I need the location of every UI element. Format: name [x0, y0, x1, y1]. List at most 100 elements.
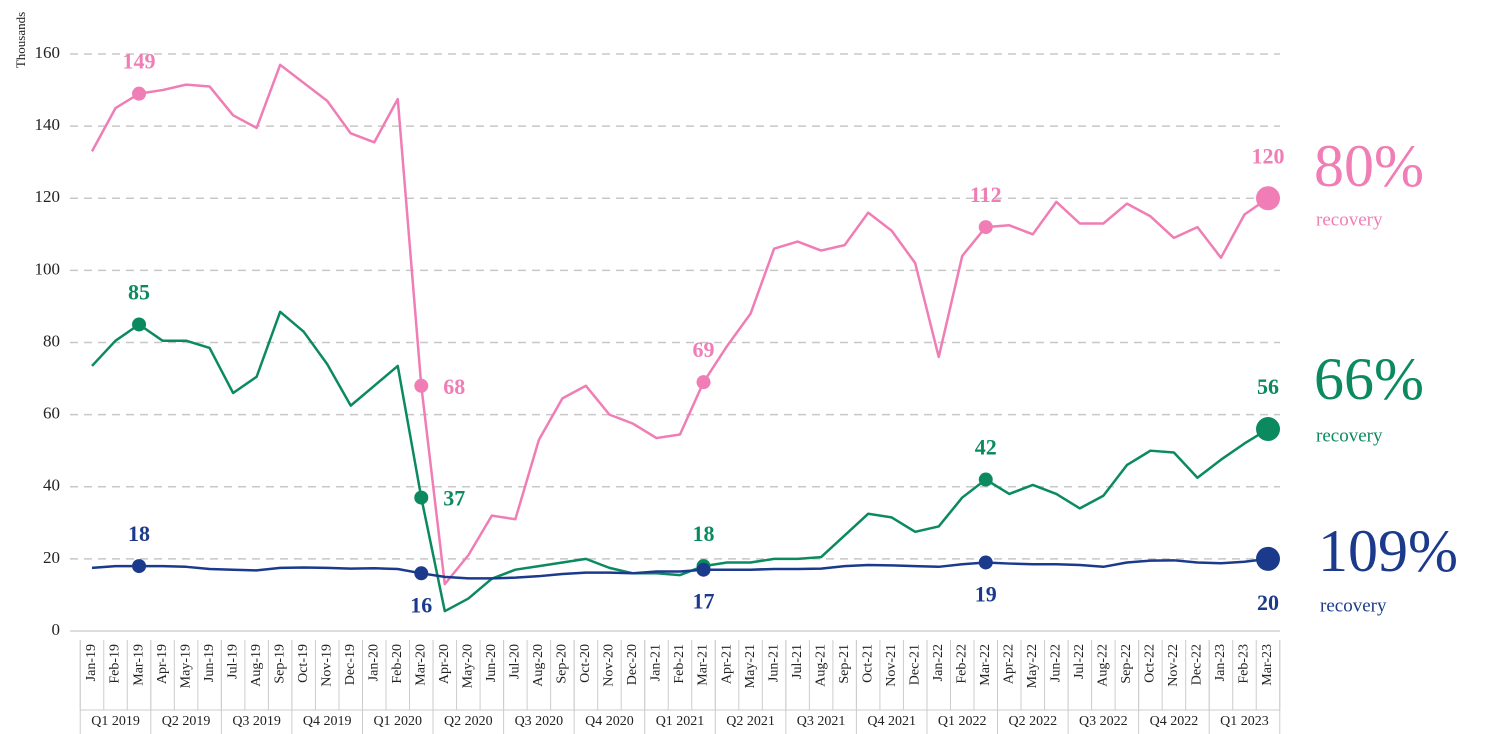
quarter-label: Q2 2022 — [1008, 714, 1057, 729]
x-tick-label: Jun-21 — [766, 644, 781, 682]
quarter-label: Q1 2022 — [938, 714, 987, 729]
data-label: 20 — [1257, 590, 1279, 615]
recovery-label: recovery — [1316, 209, 1383, 230]
x-tick-label: Feb-23 — [1237, 644, 1252, 684]
x-tick-label: Jun-19 — [202, 644, 217, 682]
data-label: 69 — [693, 337, 715, 362]
x-tick-label: Jul-22 — [1072, 644, 1087, 679]
x-tick-label: Dec-22 — [1190, 644, 1205, 685]
data-label: 112 — [970, 182, 1002, 207]
y-tick-label: 0 — [52, 620, 61, 639]
highlight-point — [978, 555, 993, 570]
data-label: 85 — [128, 280, 150, 305]
x-tick-label: Apr-21 — [719, 644, 734, 684]
x-tick-label: Sep-22 — [1119, 644, 1134, 684]
y-tick-label: 140 — [35, 115, 61, 134]
x-tick-label: Oct-22 — [1143, 644, 1158, 683]
quarter-label: Q2 2021 — [726, 714, 775, 729]
x-tick-label: Nov-20 — [602, 644, 617, 687]
highlight-point — [414, 490, 429, 505]
x-tick-label: May-20 — [461, 644, 476, 688]
x-tick-label: Dec-19 — [343, 644, 358, 685]
series-line — [90, 63, 1269, 586]
x-tick-label: May-21 — [743, 644, 758, 688]
x-tick-label: Oct-21 — [860, 644, 875, 683]
data-label: 120 — [1252, 143, 1285, 168]
y-tick-label: 100 — [35, 259, 61, 278]
y-tick-label: 20 — [43, 548, 60, 567]
x-tick-label: Mar-19 — [131, 644, 146, 686]
quarter-label: Q3 2022 — [1079, 714, 1128, 729]
recovery-value: 80% — [1314, 133, 1424, 199]
quarter-label: Q3 2019 — [232, 714, 281, 729]
highlight-point — [1256, 546, 1280, 571]
quarter-label: Q4 2022 — [1150, 714, 1199, 729]
x-tick-label: Jan-20 — [366, 644, 381, 681]
quarter-label: Q2 2020 — [444, 714, 493, 729]
x-tick-label: Jan-23 — [1213, 644, 1228, 681]
y-tick-label: 160 — [35, 43, 61, 62]
quarter-label: Q3 2020 — [515, 714, 564, 729]
x-tick-label: Jun-20 — [484, 644, 499, 682]
x-tick-label: Aug-22 — [1096, 644, 1111, 687]
y-tick-label: 120 — [35, 187, 61, 206]
y-tick-label: 80 — [43, 331, 60, 350]
data-label: 17 — [693, 589, 715, 614]
highlight-point — [696, 562, 711, 577]
data-label: 16 — [410, 592, 432, 617]
x-tick-label: May-19 — [178, 644, 193, 688]
x-tick-label: Feb-21 — [672, 644, 687, 684]
data-label: 56 — [1257, 374, 1279, 399]
quarter-label: Q3 2021 — [797, 714, 846, 729]
x-tick-label: Aug-19 — [249, 644, 264, 687]
x-tick-label: Feb-19 — [108, 644, 123, 684]
highlight-point — [696, 375, 711, 390]
x-tick-label: Sep-19 — [272, 644, 287, 684]
data-label: 42 — [975, 435, 997, 460]
series-line — [91, 310, 1269, 613]
x-tick-label: Dec-20 — [625, 644, 640, 685]
highlight-point — [132, 559, 147, 574]
data-label: 68 — [443, 374, 465, 399]
highlight-point — [1256, 417, 1280, 442]
recovery-label: recovery — [1320, 595, 1387, 616]
y-tick-label: 60 — [43, 404, 60, 423]
quarter-label: Q2 2019 — [162, 714, 211, 729]
x-tick-label: Mar-22 — [978, 644, 993, 686]
x-tick-label: Jan-22 — [931, 644, 946, 681]
x-tick-label: Feb-20 — [390, 644, 405, 684]
x-tick-label: Sep-20 — [555, 644, 570, 684]
highlight-point — [414, 566, 429, 581]
quarter-label: Q4 2021 — [867, 714, 916, 729]
quarter-label: Q1 2019 — [91, 714, 140, 729]
quarter-label: Q4 2020 — [585, 714, 634, 729]
x-tick-label: May-22 — [1025, 644, 1040, 688]
highlight-point — [414, 378, 429, 393]
data-label: 37 — [443, 486, 465, 511]
recovery-value: 109% — [1318, 518, 1458, 584]
quarter-label: Q1 2023 — [1220, 714, 1269, 729]
recovery-value: 66% — [1314, 346, 1424, 412]
data-label: 18 — [693, 521, 715, 546]
y-axis-label: Thousands — [13, 12, 28, 68]
series-line — [91, 557, 1269, 580]
quarter-label: Q4 2019 — [303, 714, 352, 729]
x-tick-label: Jan-21 — [649, 644, 664, 681]
x-tick-label: Apr-22 — [1001, 644, 1016, 684]
x-tick-label: Apr-19 — [155, 644, 170, 684]
x-tick-label: Oct-20 — [578, 644, 593, 683]
x-tick-label: Dec-21 — [907, 644, 922, 685]
highlight-point — [132, 86, 147, 101]
x-tick-label: Jul-19 — [225, 644, 240, 679]
x-tick-label: Mar-23 — [1260, 644, 1275, 686]
x-tick-label: Oct-19 — [296, 644, 311, 683]
x-tick-label: Apr-20 — [437, 644, 452, 684]
x-tick-label: Mar-21 — [696, 644, 711, 686]
x-tick-label: Jul-20 — [508, 644, 523, 679]
highlight-point — [978, 220, 993, 235]
highlight-point — [1256, 186, 1280, 211]
quarter-label: Q1 2020 — [373, 714, 422, 729]
highlight-point — [978, 472, 993, 487]
quarter-label: Q1 2021 — [656, 714, 705, 729]
x-tick-label: Nov-19 — [319, 644, 334, 687]
